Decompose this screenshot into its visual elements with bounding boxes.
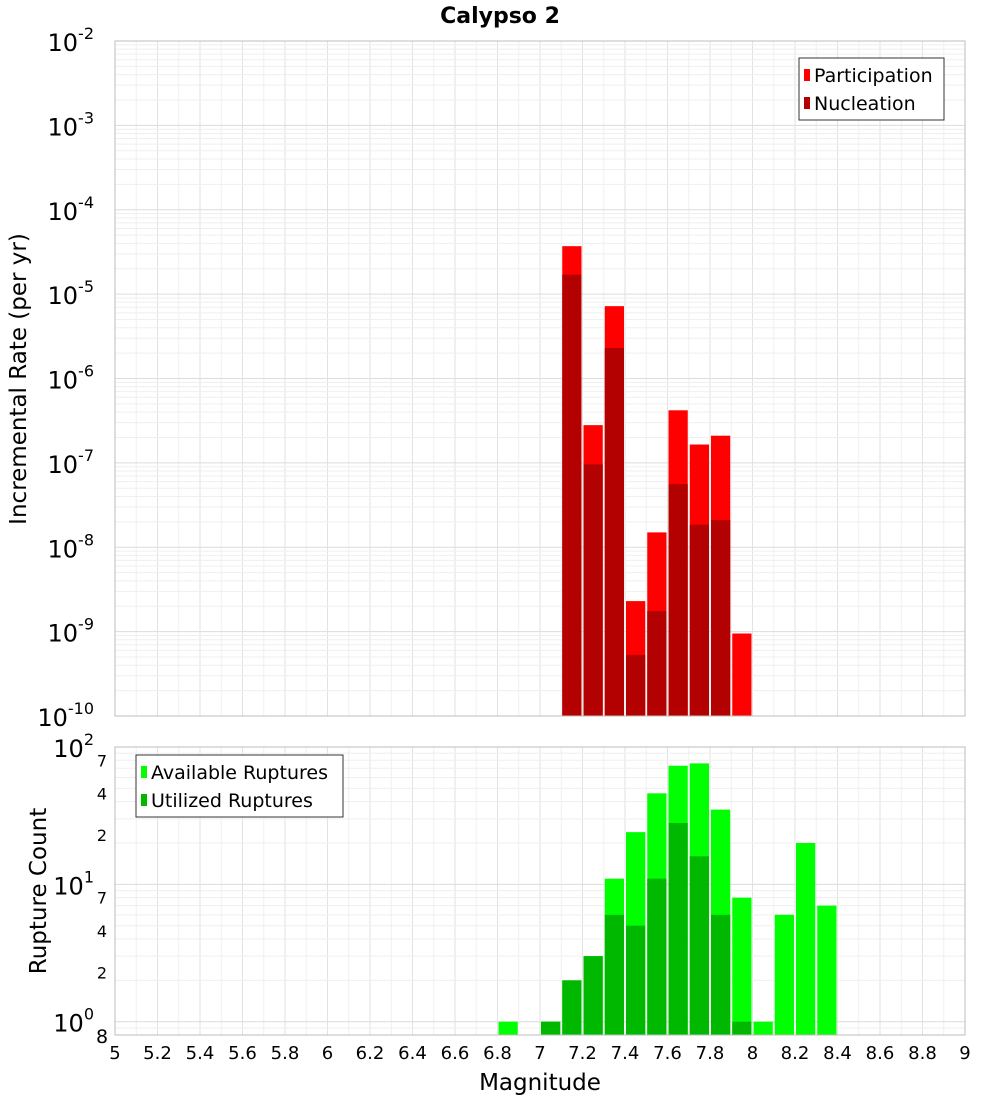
bar-nucleation <box>711 520 731 716</box>
bar-available-ruptures <box>498 1021 518 1035</box>
legend-box <box>135 754 344 818</box>
x-tick-labels: 5 5.2 5.4 5.6 5.8 6 6.2 6.4 6.6 6.8 7 7.2 7.4 7.6 7.8 8… <box>109 1043 970 1064</box>
y-tick-label: 10-10 <box>37 699 94 732</box>
x-tick-label: 7.2 <box>568 1043 597 1064</box>
bar-utilized-ruptures <box>689 856 709 1035</box>
bottom-chart-panel: 100 101 102 2 4 7 2 4 7 5 5.2 5.4 5.6 5.8 6 6.2 6.4 6.6 6… <box>26 730 971 1096</box>
x-tick-label: 6.4 <box>398 1043 427 1064</box>
y-tick-label: 102 <box>53 730 94 763</box>
legend-label: Utilized Ruptures <box>151 790 313 812</box>
x-tick-label: 8 <box>747 1043 758 1064</box>
x-tick-label: 7.4 <box>611 1043 640 1064</box>
y-tick-label: 10-6 <box>48 362 95 395</box>
bar-nucleation <box>689 524 709 716</box>
bar-utilized-ruptures <box>732 1021 752 1035</box>
y-tick-label: 10-5 <box>48 277 95 310</box>
y-tick-label: 10-9 <box>48 615 95 648</box>
y-minor-tick-label: 2 <box>97 826 107 845</box>
x-tick-label: 6.2 <box>356 1043 385 1064</box>
bar-utilized-ruptures <box>668 822 688 1035</box>
bar-utilized-ruptures <box>541 1021 561 1035</box>
bottom-y-tick-labels: 100 101 102 2 4 7 2 4 7 <box>53 730 107 1038</box>
bottom-legend: Available Ruptures Utilized Ruptures <box>135 754 344 818</box>
bar-nucleation <box>583 464 603 716</box>
x-tick-label: 5 <box>109 1043 120 1064</box>
x-tick-label: 7.6 <box>653 1043 682 1064</box>
x-tick-label: 6.8 <box>483 1043 512 1064</box>
x-tick-label: 8.8 <box>908 1043 937 1064</box>
x-tick-label: 5.8 <box>271 1043 300 1064</box>
bar-available-ruptures <box>732 897 752 1035</box>
bottom-y-axis-label: Rupture Count <box>26 808 52 974</box>
bar-utilized-ruptures <box>626 925 646 1035</box>
x-tick-label: 8.4 <box>823 1043 852 1064</box>
bottom-bars <box>498 763 837 1035</box>
x-tick-label: 6.6 <box>441 1043 470 1064</box>
top-y-tick-labels: 10-10 10-9 10-8 10-7 10-6 10-5 10-4 10-3 10-2 <box>37 24 94 732</box>
bar-nucleation <box>562 274 582 716</box>
y-minor-tick-label: 7 <box>97 889 107 908</box>
chart-title: Calypso 2 <box>440 4 560 29</box>
y-tick-label: 10-2 <box>48 24 95 57</box>
bar-nucleation <box>668 484 688 716</box>
legend-label: Participation <box>814 65 933 87</box>
bar-utilized-ruptures <box>562 980 582 1035</box>
y-minor-tick-label: 4 <box>97 785 107 804</box>
y-tick-label: 10-8 <box>48 530 95 563</box>
legend-swatch <box>804 97 810 109</box>
bottom-plot-border <box>114 746 966 1036</box>
x-axis-label: Magnitude <box>479 1070 601 1096</box>
legend-swatch <box>804 69 810 81</box>
x-tick-label: 7 <box>534 1043 545 1064</box>
legend-label: Nucleation <box>814 93 916 115</box>
bottom-y-floor-label: 8 <box>96 1026 108 1048</box>
y-tick-label: 10-3 <box>48 108 95 141</box>
y-tick-label: 100 <box>53 1005 94 1038</box>
bar-nucleation <box>604 347 624 716</box>
x-tick-label: 9 <box>959 1043 970 1064</box>
x-tick-label: 6 <box>322 1043 333 1064</box>
x-tick-label: 5.6 <box>228 1043 257 1064</box>
y-tick-label: 10-7 <box>48 446 95 479</box>
top-plot-border <box>114 40 966 717</box>
y-tick-label: 101 <box>53 867 94 900</box>
y-tick-label: 10-4 <box>48 193 95 226</box>
bar-utilized-ruptures <box>647 878 667 1035</box>
legend-swatch <box>141 794 147 806</box>
top-legend: Participation Nucleation <box>798 57 945 121</box>
bar-participation <box>732 633 752 716</box>
bar-available-ruptures <box>753 1021 773 1035</box>
x-tick-label: 7.8 <box>696 1043 725 1064</box>
bar-nucleation <box>626 654 646 716</box>
top-chart-panel: 10-10 10-9 10-8 10-7 10-6 10-5 10-4 10-3 10-2 Ca… <box>6 4 966 732</box>
x-tick-label: 5.4 <box>186 1043 215 1064</box>
bar-utilized-ruptures <box>711 914 731 1035</box>
bar-utilized-ruptures <box>583 956 603 1035</box>
bar-available-ruptures <box>817 905 837 1035</box>
y-minor-tick-label: 7 <box>97 751 107 770</box>
legend-swatch <box>141 766 147 778</box>
x-tick-label: 8.2 <box>781 1043 810 1064</box>
bar-nucleation <box>647 611 667 716</box>
legend-label: Available Ruptures <box>151 762 328 784</box>
top-gridlines <box>114 41 966 717</box>
bar-utilized-ruptures <box>604 914 624 1035</box>
top-y-axis-label: Incremental Rate (per yr) <box>6 233 32 525</box>
legend-box <box>798 57 945 121</box>
top-bars <box>562 246 752 716</box>
x-tick-label: 8.6 <box>866 1043 895 1064</box>
bar-available-ruptures <box>796 843 816 1035</box>
bar-available-ruptures <box>774 914 794 1035</box>
y-minor-tick-label: 4 <box>97 922 107 941</box>
x-tick-label: 5.2 <box>143 1043 172 1064</box>
y-minor-tick-label: 2 <box>97 963 107 982</box>
